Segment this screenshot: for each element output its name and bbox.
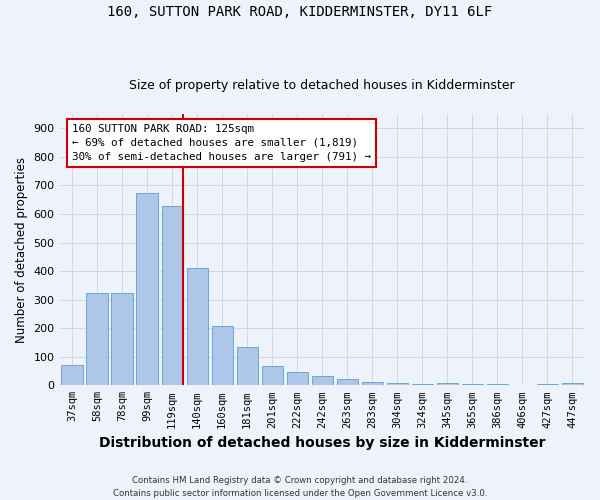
Bar <box>412 384 433 386</box>
Bar <box>462 384 483 386</box>
Bar <box>337 379 358 386</box>
X-axis label: Distribution of detached houses by size in Kidderminster: Distribution of detached houses by size … <box>99 436 545 450</box>
Bar <box>311 376 333 386</box>
Bar <box>161 206 183 386</box>
Text: 160 SUTTON PARK ROAD: 125sqm
← 69% of detached houses are smaller (1,819)
30% of: 160 SUTTON PARK ROAD: 125sqm ← 69% of de… <box>72 124 371 162</box>
Title: Size of property relative to detached houses in Kidderminster: Size of property relative to detached ho… <box>130 79 515 92</box>
Bar <box>512 384 533 386</box>
Y-axis label: Number of detached properties: Number of detached properties <box>15 156 28 342</box>
Bar <box>212 326 233 386</box>
Bar <box>387 383 408 386</box>
Bar <box>86 294 108 386</box>
Bar <box>187 268 208 386</box>
Text: Contains HM Land Registry data © Crown copyright and database right 2024.
Contai: Contains HM Land Registry data © Crown c… <box>113 476 487 498</box>
Bar <box>136 192 158 386</box>
Bar <box>487 384 508 386</box>
Bar <box>61 366 83 386</box>
Bar <box>262 366 283 386</box>
Bar <box>362 382 383 386</box>
Bar <box>562 383 583 386</box>
Bar <box>112 294 133 386</box>
Text: 160, SUTTON PARK ROAD, KIDDERMINSTER, DY11 6LF: 160, SUTTON PARK ROAD, KIDDERMINSTER, DY… <box>107 5 493 19</box>
Bar <box>537 384 558 386</box>
Bar <box>236 347 258 386</box>
Bar <box>437 383 458 386</box>
Bar <box>287 372 308 386</box>
